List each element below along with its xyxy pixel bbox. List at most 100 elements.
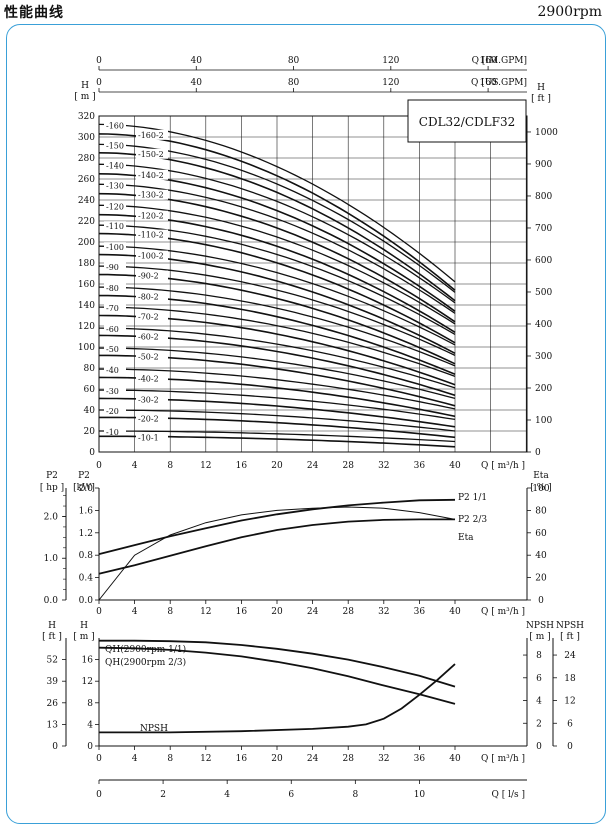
curve-label-70-2: -70-2 bbox=[138, 313, 159, 322]
curve-label-160-2: -160-2 bbox=[138, 131, 164, 140]
curve-label-30-2: -30-2 bbox=[138, 395, 159, 404]
curve-label-60-2: -60-2 bbox=[138, 332, 159, 341]
curve-label-bg bbox=[136, 373, 168, 384]
y-tick-label-npsh-m: 2 bbox=[536, 719, 542, 729]
x-tick-label: 28 bbox=[342, 461, 354, 471]
top-axis-usgpm-tick-label: 80 bbox=[288, 78, 300, 88]
top-axis-imgpm-tick-label: 160 bbox=[479, 56, 496, 66]
series-qh-reduced bbox=[98, 646, 456, 705]
y-tick-label-npsh-ft: 12 bbox=[564, 697, 575, 707]
x-tick-label: 20 bbox=[271, 607, 283, 617]
x-tick-label: 24 bbox=[307, 754, 319, 764]
y-tick-label-ft: 13 bbox=[47, 720, 59, 730]
curve-label-90: -90 bbox=[106, 263, 119, 272]
y-right-axis-label: Eta bbox=[533, 471, 549, 481]
y-tick-label-npsh-m: 0 bbox=[536, 742, 542, 752]
y-axis-label-ft: H bbox=[48, 621, 56, 631]
curve-100 bbox=[98, 245, 456, 346]
curve-label-20: -20 bbox=[106, 407, 119, 416]
curve-label-150-2: -150-2 bbox=[138, 150, 164, 159]
top-axis-usgpm-tick-label: 40 bbox=[191, 78, 203, 88]
x-tick-label: 16 bbox=[236, 461, 248, 471]
y-right-tick-label: 100 bbox=[535, 416, 552, 426]
curve-label-140-2: -140-2 bbox=[138, 171, 164, 180]
curve-label-bg bbox=[104, 140, 126, 151]
series-label-qh-full: QH(2900rpm 1/1) bbox=[105, 644, 186, 655]
x-tick-label: 16 bbox=[236, 754, 248, 764]
series-qh-full bbox=[99, 639, 456, 688]
y-tick-label-npsh-ft: 0 bbox=[567, 742, 573, 752]
curve-label-50: -50 bbox=[106, 345, 119, 354]
x-tick-label: 36 bbox=[414, 461, 426, 471]
y-tick-label-kw: 0.4 bbox=[79, 574, 94, 584]
bottom-axis-label: Q [ l/s ] bbox=[491, 790, 525, 800]
x-tick-label: 12 bbox=[200, 607, 211, 617]
y-right-tick-label: 600 bbox=[535, 256, 552, 266]
curve-label-80: -80 bbox=[106, 284, 119, 293]
chart-frame bbox=[6, 24, 606, 824]
x-tick-label: 32 bbox=[378, 607, 389, 617]
y-tick-label-kw: 1.2 bbox=[79, 529, 93, 539]
curve-80 bbox=[98, 286, 456, 367]
y-axis-unit: [ m ] bbox=[74, 92, 95, 102]
bottom-axis-tick-label: 8 bbox=[352, 790, 358, 800]
series-label-npsh: NPSH bbox=[140, 724, 168, 734]
curve-label-bg bbox=[136, 229, 168, 240]
y-tick-label: 220 bbox=[78, 217, 95, 227]
y-tick-label: 320 bbox=[78, 112, 95, 122]
x-tick-label: 32 bbox=[378, 461, 389, 471]
curve-label-40-2: -40-2 bbox=[138, 374, 159, 383]
curve-label-bg bbox=[104, 242, 126, 253]
curve-20 bbox=[99, 409, 456, 432]
x-tick-label: 0 bbox=[96, 461, 102, 471]
curve-label-bg bbox=[136, 210, 168, 221]
y-tick-label-eta: 20 bbox=[535, 574, 547, 584]
curve-label-bg bbox=[104, 386, 126, 397]
y-tick-label: 260 bbox=[78, 175, 95, 185]
y-axis-label-m: H bbox=[80, 621, 88, 631]
curve-140 bbox=[98, 163, 456, 304]
curve-label-bg bbox=[136, 413, 168, 424]
curve-label-bg bbox=[136, 270, 168, 281]
series-label-p2-reduced: P2 2/3 bbox=[458, 515, 487, 525]
x-tick-label: 8 bbox=[167, 461, 173, 471]
curve-label-30: -30 bbox=[106, 387, 119, 396]
curve-label-bg bbox=[104, 283, 126, 294]
x-tick-label: 12 bbox=[200, 754, 211, 764]
x-tick-label: 20 bbox=[271, 461, 283, 471]
x-tick-label: 40 bbox=[449, 607, 461, 617]
y-tick-label: 140 bbox=[78, 301, 95, 311]
curve-label-bg bbox=[104, 221, 126, 232]
curve-label-bg bbox=[104, 303, 126, 314]
x-tick-label: 8 bbox=[167, 754, 173, 764]
curve-label-bg bbox=[104, 262, 126, 273]
curve-label-10: -10 bbox=[106, 428, 119, 437]
bottom-axis-tick-label: 10 bbox=[414, 790, 426, 800]
curve-label-80-2: -80-2 bbox=[138, 293, 159, 302]
top-axis-usgpm-tick-label: 120 bbox=[382, 78, 399, 88]
series-label-qh-reduced: QH(2900rpm 2/3) bbox=[105, 657, 186, 668]
curve-label-bg bbox=[104, 406, 126, 416]
series-label-p2-full: P2 1/1 bbox=[458, 493, 487, 503]
curve-label-110-2: -110-2 bbox=[138, 231, 164, 240]
curve-110 bbox=[98, 224, 456, 335]
y-axis-label-hp: P2 bbox=[46, 471, 58, 481]
curve-label-40: -40 bbox=[106, 366, 119, 375]
y-right-axis-unit: [ ft ] bbox=[531, 94, 551, 104]
y-tick-label-hp: 2.0 bbox=[44, 512, 59, 522]
curve-label-bg bbox=[136, 148, 168, 159]
curve-label-bg bbox=[136, 311, 168, 322]
y-tick-label-npsh-m: 8 bbox=[536, 651, 542, 661]
curve-label-130-2: -130-2 bbox=[138, 191, 164, 200]
y-tick-label-npsh-ft: 18 bbox=[564, 674, 576, 684]
x-tick-label: 40 bbox=[449, 461, 461, 471]
curve-40 bbox=[99, 368, 456, 410]
curve-label-bg bbox=[104, 324, 126, 335]
y-right-tick-label: 800 bbox=[535, 192, 552, 202]
bottom-axis-tick-label: 2 bbox=[160, 790, 166, 800]
curve-label-150: -150 bbox=[106, 141, 124, 150]
bottom-axis-tick-label: 6 bbox=[288, 790, 294, 800]
y-tick-label-ft: 26 bbox=[47, 699, 59, 709]
curve-label-70: -70 bbox=[106, 304, 119, 313]
y-tick-label-eta: 40 bbox=[535, 551, 547, 561]
